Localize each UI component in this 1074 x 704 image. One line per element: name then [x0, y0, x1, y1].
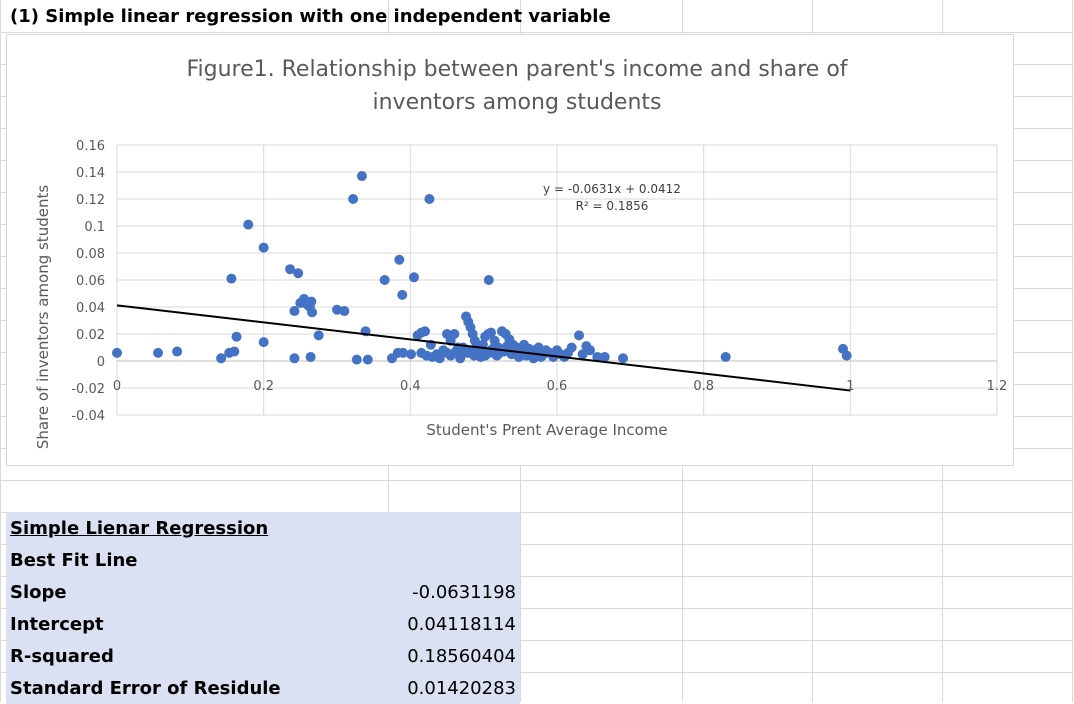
- stats-row-slope: Slope -0.0631198: [6, 576, 520, 608]
- y-axis-title: Share of inventors among students: [34, 184, 52, 450]
- stats-label[interactable]: Slope: [10, 581, 67, 603]
- data-point[interactable]: [592, 351, 603, 362]
- data-point[interactable]: [424, 194, 435, 204]
- stats-label[interactable]: Intercept: [10, 613, 104, 635]
- stats-value[interactable]: 0.18560404: [407, 645, 516, 667]
- trendline-equation: y = -0.0631x + 0.0412: [543, 182, 681, 196]
- stats-label[interactable]: Standard Error of Residule: [10, 677, 281, 699]
- data-point[interactable]: [153, 347, 164, 358]
- data-point[interactable]: [472, 343, 483, 354]
- data-point[interactable]: [449, 329, 460, 339]
- chart-title: Figure1. Relationship between parent's i…: [186, 57, 848, 115]
- data-point[interactable]: [379, 275, 390, 285]
- y-tick-label: 0.06: [76, 274, 105, 289]
- data-point[interactable]: [486, 327, 496, 338]
- data-point[interactable]: [243, 219, 254, 230]
- stats-title-row: Simple Lienar Regression: [6, 512, 520, 544]
- data-point[interactable]: [406, 349, 417, 360]
- x-tick-label: 1: [846, 379, 854, 394]
- y-tick-labels: -0.04 -0.02 0 0.02 0.04 0.06 0.08 0.1 0.12 0.14 0.…: [71, 139, 105, 424]
- data-point[interactable]: [112, 347, 122, 358]
- data-point[interactable]: [258, 242, 269, 253]
- trendline-r-squared: R² = 0.1856: [575, 199, 649, 213]
- x-tick-label: 0.6: [547, 379, 568, 394]
- data-point[interactable]: [231, 331, 242, 342]
- data-point[interactable]: [450, 346, 461, 357]
- x-axis-title: Student's Prent Average Income: [426, 421, 668, 439]
- data-point[interactable]: [339, 306, 350, 317]
- data-point[interactable]: [351, 354, 362, 365]
- stats-value[interactable]: 0.01420283: [407, 677, 516, 699]
- y-tick-label: -0.02: [71, 382, 105, 397]
- data-point[interactable]: [502, 341, 513, 352]
- data-point[interactable]: [226, 273, 237, 284]
- x-tick-labels: 0 0.2 0.4 0.6 0.8 1 1.2: [113, 379, 1007, 394]
- scatter-chart[interactable]: -0.04 -0.02 0 0.02 0.04 0.06 0.08 0.1 0.12 0.14 0.…: [6, 34, 1014, 466]
- y-tick-label: 0.12: [76, 193, 105, 208]
- stats-subtitle[interactable]: Best Fit Line: [10, 549, 138, 571]
- data-point[interactable]: [289, 306, 300, 317]
- data-point[interactable]: [362, 354, 373, 365]
- data-point[interactable]: [348, 194, 359, 204]
- regression-stats-table: Simple Lienar Regression Best Fit Line S…: [6, 512, 520, 704]
- trendline[interactable]: [116, 304, 851, 392]
- x-tick-label: 1.2: [987, 379, 1008, 394]
- data-point[interactable]: [289, 353, 300, 364]
- y-tick-label: 0.08: [76, 247, 105, 262]
- x-tick-label: 0.8: [693, 379, 714, 394]
- data-points: [112, 171, 852, 365]
- y-tick-label: -0.04: [71, 409, 105, 424]
- x-tick-label: 0: [113, 379, 121, 394]
- y-tick-label: 0: [97, 355, 105, 370]
- y-tick-label: 0.04: [76, 301, 105, 316]
- data-point[interactable]: [720, 351, 731, 362]
- stats-label[interactable]: R-squared: [10, 645, 114, 667]
- x-tick-label: 0.2: [253, 379, 274, 394]
- data-point[interactable]: [480, 350, 491, 361]
- data-point[interactable]: [394, 254, 405, 265]
- stats-title[interactable]: Simple Lienar Regression: [10, 517, 269, 539]
- data-point[interactable]: [397, 289, 408, 300]
- data-point[interactable]: [258, 337, 269, 348]
- data-point[interactable]: [618, 353, 628, 364]
- trendline-label: y = -0.0631x + 0.0412 R² = 0.1856: [487, 181, 737, 215]
- data-point[interactable]: [409, 272, 419, 283]
- data-point[interactable]: [285, 264, 296, 275]
- stats-value[interactable]: -0.0631198: [412, 581, 516, 603]
- data-point[interactable]: [566, 342, 577, 353]
- stats-subtitle-row: Best Fit Line: [6, 544, 520, 576]
- sheet-heading[interactable]: (1) Simple linear regression with one in…: [10, 6, 611, 27]
- data-point[interactable]: [356, 171, 367, 182]
- y-tick-label: 0.02: [76, 328, 105, 343]
- chart-plot: -0.04 -0.02 0 0.02 0.04 0.06 0.08 0.1 0.12 0.14 0.…: [71, 139, 1007, 424]
- data-point[interactable]: [577, 349, 588, 360]
- data-point[interactable]: [442, 347, 452, 358]
- data-point[interactable]: [293, 268, 304, 279]
- stats-value[interactable]: 0.04118114: [407, 613, 516, 635]
- stats-row-intercept: Intercept 0.04118114: [6, 608, 520, 640]
- y-tick-label: 0.1: [84, 220, 105, 235]
- data-point[interactable]: [305, 351, 316, 362]
- x-tick-label: 0.4: [400, 379, 421, 394]
- data-point[interactable]: [574, 330, 584, 341]
- data-point[interactable]: [313, 330, 324, 341]
- data-point[interactable]: [307, 307, 318, 318]
- data-point[interactable]: [420, 326, 430, 337]
- stats-row-r-squared: R-squared 0.18560404: [6, 640, 520, 672]
- data-point[interactable]: [841, 350, 852, 361]
- data-point[interactable]: [398, 347, 408, 358]
- data-point[interactable]: [216, 353, 227, 364]
- data-point[interactable]: [599, 351, 610, 362]
- data-point[interactable]: [434, 353, 445, 364]
- data-point[interactable]: [585, 345, 595, 356]
- y-tick-label: 0.16: [76, 139, 105, 154]
- y-tick-label: 0.14: [76, 166, 105, 181]
- data-point[interactable]: [172, 346, 183, 357]
- data-point[interactable]: [229, 346, 240, 357]
- data-point[interactable]: [524, 343, 535, 354]
- data-point[interactable]: [483, 275, 494, 285]
- stats-row-std-error: Standard Error of Residule 0.01420283: [6, 672, 520, 704]
